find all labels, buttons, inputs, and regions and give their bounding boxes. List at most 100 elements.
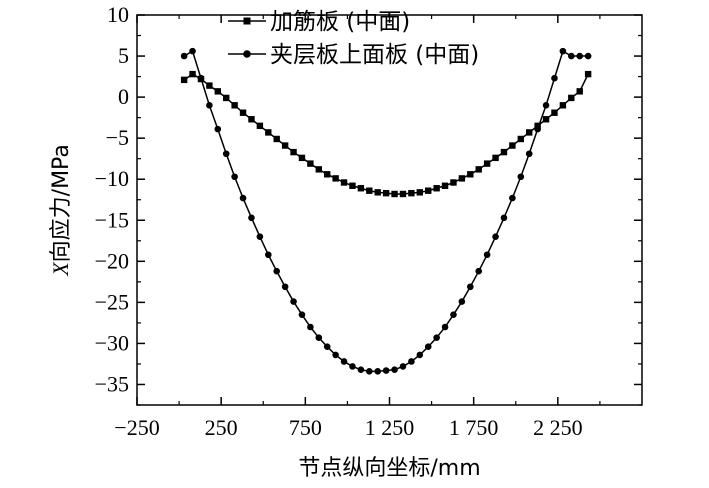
data-point-circle [374, 368, 382, 375]
data-point-circle [584, 52, 592, 60]
data-point-circle [551, 74, 558, 82]
data-point-circle [483, 251, 491, 259]
data-point-square [239, 109, 247, 116]
data-point-square [248, 116, 255, 123]
data-point-square [391, 190, 398, 198]
data-point-square [475, 166, 482, 173]
legend-label-sandwich-plate: 夹层板上面板 (中面) [270, 42, 479, 68]
y-tick-label: 0 [118, 84, 129, 109]
data-point-circle [273, 267, 281, 275]
data-point-circle [450, 311, 457, 318]
data-point-circle [315, 334, 323, 341]
y-axis-title-rest: 向应力/MPa [49, 144, 74, 262]
data-point-circle [534, 125, 541, 133]
y-tick-label: −15 [95, 207, 129, 232]
data-point-square [441, 182, 449, 189]
data-point-square [324, 171, 331, 178]
data-point-square [349, 182, 356, 189]
x-tick-label: 2 250 [533, 415, 583, 440]
data-point-square [408, 189, 415, 197]
data-point-square [576, 88, 583, 95]
x-tick-label: 250 [205, 415, 238, 440]
x-tick-label: −250 [114, 415, 159, 440]
x-tick-label: 750 [289, 415, 322, 440]
y-tick-label: −5 [106, 125, 129, 150]
data-point-circle [441, 323, 449, 331]
data-point-circle [265, 251, 272, 259]
data-point-circle [332, 351, 339, 359]
data-point-square [584, 70, 592, 78]
data-point-circle [382, 367, 390, 374]
y-axis: 10 5 0 −5 −10 −15 −20 −25 −30 −35 [95, 2, 642, 406]
y-tick-label: −20 [95, 248, 129, 273]
data-point-circle [568, 52, 575, 60]
y-tick-label: −35 [95, 371, 129, 396]
data-point-square [307, 160, 314, 167]
data-point-circle [517, 173, 525, 181]
data-point-circle [424, 343, 432, 351]
data-point-square [340, 179, 348, 186]
x-tick-label: 1 750 [449, 415, 499, 440]
data-point-square [366, 187, 373, 194]
data-point-circle [576, 52, 584, 60]
y-axis-title: X向应力/MPa [48, 144, 74, 277]
data-point-circle [542, 102, 550, 109]
data-point-square [332, 175, 339, 182]
data-point-square [542, 116, 550, 123]
y-tick-label: 10 [107, 2, 129, 27]
data-point-circle [492, 233, 499, 240]
data-point-circle [222, 150, 230, 158]
data-point-square [433, 185, 440, 192]
data-point-square [450, 179, 457, 186]
data-point-square [492, 154, 499, 162]
data-point-circle [281, 283, 289, 291]
data-point-circle [239, 194, 247, 202]
data-point-square [467, 171, 474, 178]
data-point-square [416, 189, 423, 196]
data-point-circle [433, 334, 440, 341]
data-point-circle [197, 74, 205, 82]
data-point-square [206, 82, 213, 89]
data-point-square [281, 142, 289, 149]
y-tick-label: −10 [95, 166, 129, 191]
y-tick-label: 5 [118, 43, 129, 68]
data-point-square [568, 94, 575, 102]
data-point-square [180, 76, 188, 84]
data-point-circle [206, 102, 213, 109]
data-point-circle [399, 363, 407, 370]
legend: 加筋板 (中面) 夹层板上面板 (中面) [228, 9, 479, 68]
data-point-square [214, 88, 221, 95]
data-point-square [517, 135, 524, 143]
data-point-circle [357, 366, 365, 373]
data-point-square [526, 129, 533, 136]
data-point-square [509, 142, 516, 149]
data-point-circle [180, 52, 188, 60]
series-layer [180, 47, 592, 375]
data-point-circle [349, 363, 356, 370]
legend-marker-square [243, 17, 251, 25]
legend-marker-circle [243, 50, 251, 58]
data-point-circle [391, 366, 398, 373]
data-point-square [231, 102, 238, 109]
data-point-circle [307, 323, 314, 331]
data-point-square [290, 148, 297, 156]
data-point-circle [475, 267, 483, 275]
data-point-square [559, 102, 567, 109]
data-point-circle [214, 125, 222, 133]
data-point-circle [467, 283, 474, 291]
data-point-square [357, 185, 365, 192]
data-point-circle [290, 298, 297, 305]
x-axis-title: 节点纵向坐标/mm [298, 456, 480, 481]
data-point-circle [525, 150, 533, 158]
data-point-circle [189, 47, 196, 55]
data-point-circle [458, 298, 466, 305]
data-point-square [315, 166, 322, 173]
data-point-square [273, 135, 280, 143]
data-point-square [256, 122, 264, 130]
data-point-square [399, 190, 407, 198]
data-point-circle [509, 194, 516, 202]
data-point-square [500, 148, 508, 156]
y-axis-title-italic: X [48, 261, 73, 277]
data-point-circle [366, 368, 373, 375]
